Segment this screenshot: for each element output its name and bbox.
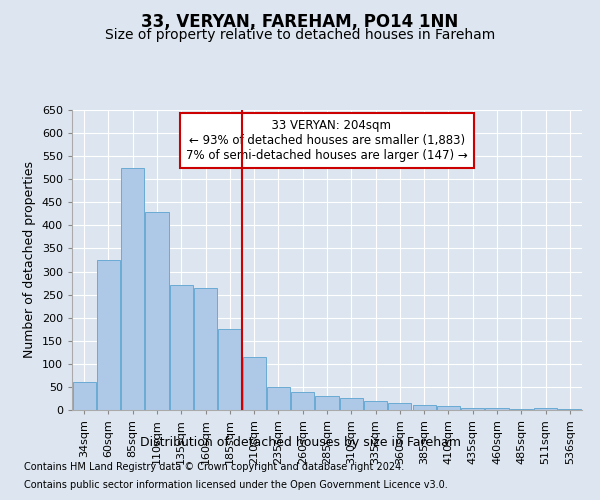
Bar <box>388 403 412 410</box>
Bar <box>218 329 241 410</box>
Bar <box>485 408 509 410</box>
Bar <box>242 357 266 410</box>
Bar <box>510 408 533 410</box>
Text: Contains public sector information licensed under the Open Government Licence v3: Contains public sector information licen… <box>24 480 448 490</box>
Text: 33, VERYAN, FAREHAM, PO14 1NN: 33, VERYAN, FAREHAM, PO14 1NN <box>142 12 458 30</box>
Bar <box>413 406 436 410</box>
Bar <box>97 260 120 410</box>
Text: Distribution of detached houses by size in Fareham: Distribution of detached houses by size … <box>139 436 461 449</box>
Bar <box>145 212 169 410</box>
Bar <box>121 168 144 410</box>
Bar <box>364 401 387 410</box>
Bar <box>267 387 290 410</box>
Bar <box>437 406 460 410</box>
Bar <box>340 398 363 410</box>
Text: Size of property relative to detached houses in Fareham: Size of property relative to detached ho… <box>105 28 495 42</box>
Bar <box>194 288 217 410</box>
Bar <box>170 286 193 410</box>
Bar <box>534 408 557 410</box>
Bar <box>461 408 484 410</box>
Bar <box>559 408 581 410</box>
Bar <box>73 382 95 410</box>
Text: Contains HM Land Registry data © Crown copyright and database right 2024.: Contains HM Land Registry data © Crown c… <box>24 462 404 472</box>
Y-axis label: Number of detached properties: Number of detached properties <box>23 162 36 358</box>
Bar <box>316 396 338 410</box>
Text: 33 VERYAN: 204sqm
← 93% of detached houses are smaller (1,883)
7% of semi-detach: 33 VERYAN: 204sqm ← 93% of detached hous… <box>186 119 468 162</box>
Bar <box>291 392 314 410</box>
